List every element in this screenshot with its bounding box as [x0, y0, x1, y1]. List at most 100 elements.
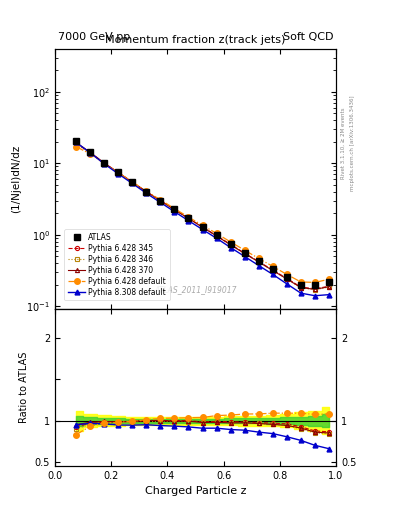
ATLAS	[74, 138, 79, 144]
Pythia 6.428 346	[74, 141, 79, 147]
ATLAS	[228, 241, 233, 247]
Pythia 8.308 default	[312, 293, 317, 299]
Pythia 6.428 346	[299, 285, 303, 291]
Pythia 6.428 370	[242, 250, 247, 257]
Pythia 6.428 345	[327, 283, 331, 289]
Pythia 6.428 default	[312, 280, 317, 286]
Pythia 6.428 370	[228, 242, 233, 248]
Pythia 6.428 370	[88, 149, 92, 155]
Pythia 6.428 370	[74, 139, 79, 145]
Pythia 6.428 345	[270, 267, 275, 273]
Legend: ATLAS, Pythia 6.428 345, Pythia 6.428 346, Pythia 6.428 370, Pythia 6.428 defaul: ATLAS, Pythia 6.428 345, Pythia 6.428 34…	[64, 229, 170, 301]
Pythia 6.428 default	[214, 230, 219, 237]
Pythia 6.428 346	[312, 287, 317, 293]
ATLAS	[256, 258, 261, 264]
Pythia 8.308 default	[172, 208, 177, 215]
Pythia 6.428 370	[299, 285, 303, 291]
Pythia 6.428 346	[327, 284, 331, 290]
Pythia 6.428 370	[270, 267, 275, 273]
Pythia 6.428 default	[285, 271, 289, 278]
Pythia 6.428 default	[256, 255, 261, 262]
Pythia 6.428 346	[144, 189, 149, 195]
Pythia 8.308 default	[116, 170, 121, 177]
Pythia 8.308 default	[158, 199, 163, 205]
Pythia 8.308 default	[130, 180, 135, 186]
Pythia 8.308 default	[228, 245, 233, 251]
Pythia 6.428 default	[172, 205, 177, 211]
ATLAS	[242, 250, 247, 256]
X-axis label: Charged Particle z: Charged Particle z	[145, 486, 246, 496]
Pythia 8.308 default	[256, 263, 261, 269]
ATLAS	[327, 279, 331, 285]
Pythia 6.428 370	[172, 206, 177, 212]
Pythia 6.428 370	[130, 179, 135, 185]
Pythia 8.308 default	[144, 190, 149, 196]
ATLAS	[285, 274, 289, 280]
Pythia 6.428 370	[285, 276, 289, 282]
ATLAS	[172, 206, 177, 212]
Text: ATLAS_2011_I919017: ATLAS_2011_I919017	[154, 285, 237, 294]
Pythia 6.428 default	[200, 222, 205, 228]
Pythia 6.428 346	[130, 179, 135, 185]
ATLAS	[312, 282, 317, 288]
Text: 7000 GeV pp: 7000 GeV pp	[58, 32, 130, 42]
ATLAS	[102, 160, 107, 166]
Pythia 6.428 346	[285, 276, 289, 282]
Text: Rivet 3.1.10, ≥ 2M events: Rivet 3.1.10, ≥ 2M events	[341, 108, 346, 179]
Pythia 6.428 default	[299, 279, 303, 285]
Pythia 6.428 370	[214, 233, 219, 239]
Pythia 8.308 default	[88, 150, 92, 156]
Text: Soft QCD: Soft QCD	[283, 32, 333, 42]
ATLAS	[186, 215, 191, 221]
Line: Pythia 6.428 370: Pythia 6.428 370	[74, 140, 331, 291]
Pythia 6.428 345	[214, 232, 219, 239]
Pythia 8.308 default	[327, 291, 331, 297]
Title: Momentum fraction z(track jets): Momentum fraction z(track jets)	[105, 35, 286, 45]
Pythia 6.428 default	[228, 239, 233, 245]
Pythia 6.428 default	[144, 188, 149, 195]
Pythia 6.428 370	[200, 224, 205, 230]
Pythia 8.308 default	[102, 161, 107, 167]
Pythia 6.428 346	[186, 216, 191, 222]
Pythia 6.428 346	[172, 207, 177, 213]
Pythia 6.428 345	[158, 198, 163, 204]
Pythia 8.308 default	[285, 281, 289, 287]
Pythia 6.428 370	[186, 216, 191, 222]
ATLAS	[144, 188, 149, 195]
Pythia 8.308 default	[299, 290, 303, 296]
Pythia 6.428 345	[102, 160, 107, 166]
Pythia 6.428 346	[242, 250, 247, 257]
Pythia 6.428 346	[102, 160, 107, 166]
Pythia 6.428 345	[186, 215, 191, 221]
Pythia 8.308 default	[270, 271, 275, 278]
ATLAS	[116, 169, 121, 175]
Pythia 6.428 default	[88, 151, 92, 157]
Pythia 6.428 346	[88, 150, 92, 156]
Line: Pythia 6.428 346: Pythia 6.428 346	[74, 142, 331, 292]
Y-axis label: Ratio to ATLAS: Ratio to ATLAS	[19, 352, 29, 423]
Pythia 6.428 370	[102, 160, 107, 166]
ATLAS	[299, 282, 303, 288]
Pythia 6.428 345	[285, 275, 289, 282]
Pythia 6.428 370	[116, 169, 121, 176]
Pythia 8.308 default	[186, 218, 191, 224]
Pythia 8.308 default	[242, 253, 247, 260]
Pythia 6.428 345	[312, 286, 317, 292]
Pythia 6.428 346	[200, 224, 205, 230]
Pythia 6.428 345	[116, 169, 121, 176]
Pythia 6.428 default	[116, 169, 121, 176]
Line: Pythia 6.428 default: Pythia 6.428 default	[73, 144, 332, 285]
Pythia 6.428 default	[186, 214, 191, 220]
ATLAS	[200, 223, 205, 229]
Pythia 6.428 345	[88, 150, 92, 156]
Pythia 6.428 default	[270, 263, 275, 269]
Pythia 6.428 default	[158, 197, 163, 203]
Pythia 6.428 370	[158, 198, 163, 204]
Pythia 8.308 default	[74, 139, 79, 145]
Y-axis label: (1/Njel)dN/dz: (1/Njel)dN/dz	[11, 145, 21, 213]
Pythia 8.308 default	[214, 235, 219, 241]
Pythia 6.428 346	[214, 233, 219, 239]
Pythia 6.428 346	[270, 267, 275, 273]
Pythia 8.308 default	[200, 226, 205, 232]
ATLAS	[88, 148, 92, 155]
